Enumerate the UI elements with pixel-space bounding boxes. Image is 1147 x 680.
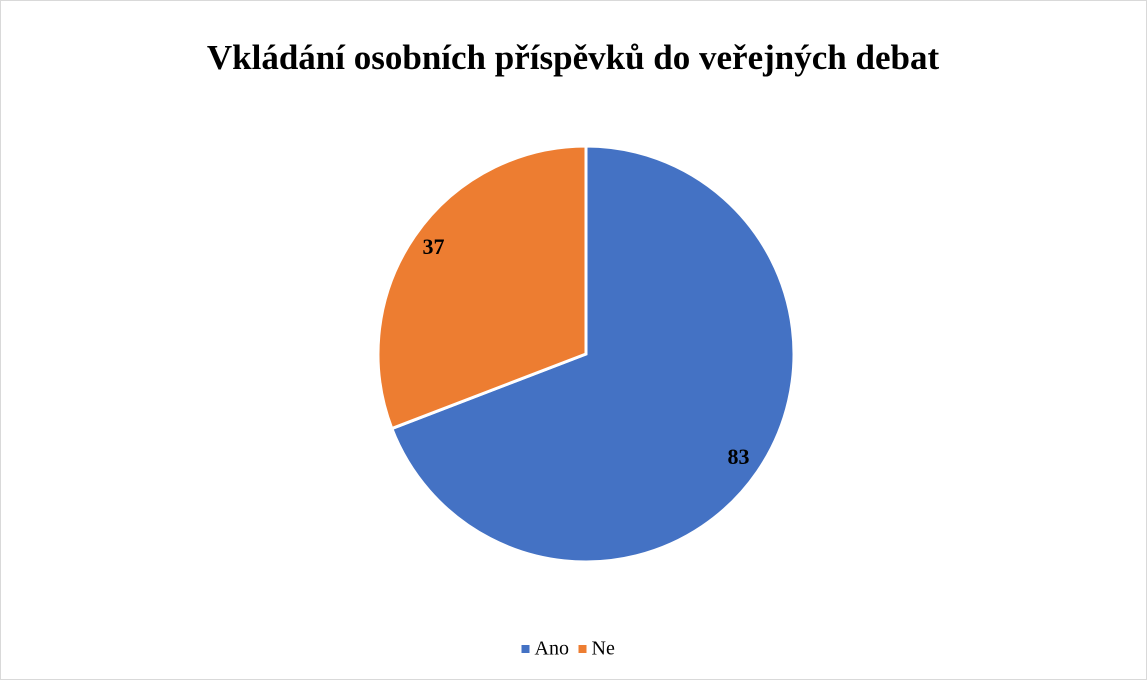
data-label: 37 xyxy=(422,234,444,259)
legend-label: Ne xyxy=(592,638,615,660)
data-label: 83 xyxy=(728,444,750,469)
pie-slice xyxy=(389,144,796,564)
legend-label: Ano xyxy=(535,638,569,660)
legend-swatch xyxy=(578,645,587,653)
chart-title: Vkládání osobních příspěvků do veřejných… xyxy=(207,38,940,77)
pie-slice xyxy=(376,144,588,431)
legend-swatch xyxy=(521,645,530,653)
